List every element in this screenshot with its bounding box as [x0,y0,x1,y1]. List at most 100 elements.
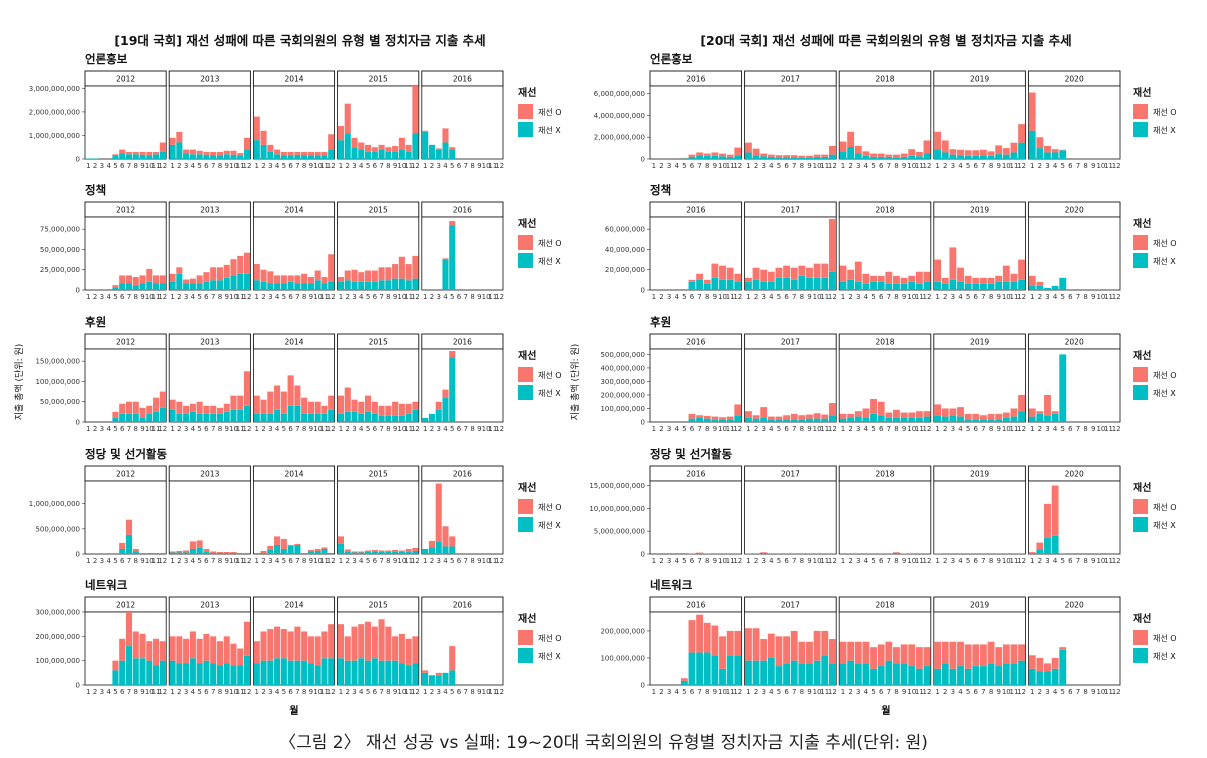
bar-segment-reelect-x [365,151,372,159]
bar-segment-reelect-o [1036,281,1044,286]
bar-segment-reelect-o [365,550,372,552]
bar-segment-reelect-o [392,264,399,279]
bar-segment-reelect-x [893,552,900,554]
x-tick-label: 4 [359,425,364,433]
bar-segment-reelect-o [119,403,126,414]
x-tick-label: 8 [386,162,390,170]
bar-segment-reelect-o [798,155,806,158]
x-tick-label: 3 [436,293,440,301]
bar-segment-reelect-x [828,154,836,159]
bar-segment-reelect-x [287,545,294,554]
facet-strip-label: 2016 [453,206,472,215]
x-tick-label: 7 [981,688,985,696]
x-tick-label: 2 [754,162,758,170]
bar-segment-reelect-o [183,638,190,664]
x-tick-label: 5 [777,557,781,565]
bar-segment-reelect-o [790,630,798,661]
bar-segment-reelect-o [1036,657,1044,672]
legend-label: 재선 O [1153,108,1177,117]
x-tick-label: 6 [1068,557,1073,565]
bar-segment-reelect-x [949,154,957,159]
bar-segment-reelect-o [987,277,995,284]
bar-segment-reelect-x [159,283,166,290]
bar-segment-reelect-o [412,636,419,664]
x-tick-label: 3 [184,425,188,433]
x-tick-label: 9 [309,162,313,170]
x-tick-label: 8 [302,688,306,696]
bar-segment-reelect-o [449,536,456,547]
x-tick-label: 6 [879,162,884,170]
x-tick-label: 10 [1096,162,1105,170]
bar-segment-reelect-x [412,278,419,290]
bar-segment-reelect-x [176,273,183,290]
bar-segment-reelect-o [972,277,980,284]
x-tick-label: 6 [974,425,979,433]
bar-segment-reelect-x [915,156,923,159]
x-tick-label: 11 [915,688,924,696]
bar-segment-reelect-x [153,283,160,290]
bar-segment-reelect-o [398,137,405,150]
bar-segment-reelect-x [210,155,217,159]
x-tick-label: 6 [1068,425,1073,433]
bar-segment-reelect-o [908,149,916,156]
x-tick-label: 3 [100,557,104,565]
x-tick-label: 2 [1038,162,1042,170]
bar-segment-reelect-x [934,149,942,159]
bar-segment-reelect-o [358,142,365,150]
x-tick-label: 7 [379,688,383,696]
x-tick-label: 2 [93,557,97,565]
x-tick-label: 2 [261,162,265,170]
panel-1: 언론홍보02,000,000,0004,000,000,0006,000,000… [594,52,1177,170]
bar-segment-reelect-o [915,271,923,284]
x-tick-label: 12 [1112,293,1121,301]
x-tick-label: 1 [170,293,174,301]
x-tick-label: 6 [373,293,378,301]
x-tick-label: 10 [482,293,491,301]
bar-segment-reelect-o [365,395,372,412]
x-tick-label: 6 [879,425,884,433]
x-tick-label: 12 [243,293,252,301]
x-tick-label: 12 [411,557,420,565]
bar-segment-reelect-o [176,131,183,143]
bar-segment-reelect-x [267,660,274,685]
x-tick-label: 11 [320,293,329,301]
x-tick-label: 12 [495,425,504,433]
bar-segment-reelect-o [696,415,704,418]
bar-segment-reelect-o [274,536,281,545]
x-tick-label: 6 [120,688,125,696]
legend-label: 재선 X [1153,389,1176,398]
bar-segment-reelect-x [280,658,287,685]
y-tick-label: 1,000,000,000 [29,500,80,508]
legend-key [518,104,533,119]
bar-segment-reelect-x [274,544,281,554]
facet-panel [933,85,1026,160]
bar-segment-reelect-o [1002,644,1010,664]
bar-segment-reelect-x [790,279,798,290]
legend-key [518,499,533,514]
x-tick-label: 9 [224,162,228,170]
bar-segment-reelect-o [893,552,900,553]
bar-segment-reelect-x [422,672,429,685]
y-axis-label: 지출 총액 (단위: 원) [569,344,581,421]
x-tick-label: 4 [275,425,280,433]
x-tick-label: 3 [436,557,440,565]
x-tick-label: 12 [158,293,167,301]
x-tick-label: 9 [996,688,1000,696]
x-tick-label: 7 [697,162,701,170]
facet-strip-label: 2019 [970,206,989,215]
x-tick-label: 6 [457,425,462,433]
bar-segment-reelect-o [1036,137,1044,149]
x-tick-label: 3 [951,162,955,170]
x-tick-label: 6 [690,162,695,170]
bar-segment-reelect-o [934,131,942,150]
x-tick-label: 2 [848,425,852,433]
facet-panel [649,611,742,686]
bar-segment-reelect-o [189,278,196,284]
bar-segment-reelect-o [813,154,821,157]
bar-segment-reelect-x [385,415,392,422]
bar-segment-reelect-o [1018,124,1026,143]
bar-segment-reelect-o [449,147,456,150]
bar-segment-reelect-o [885,271,893,284]
